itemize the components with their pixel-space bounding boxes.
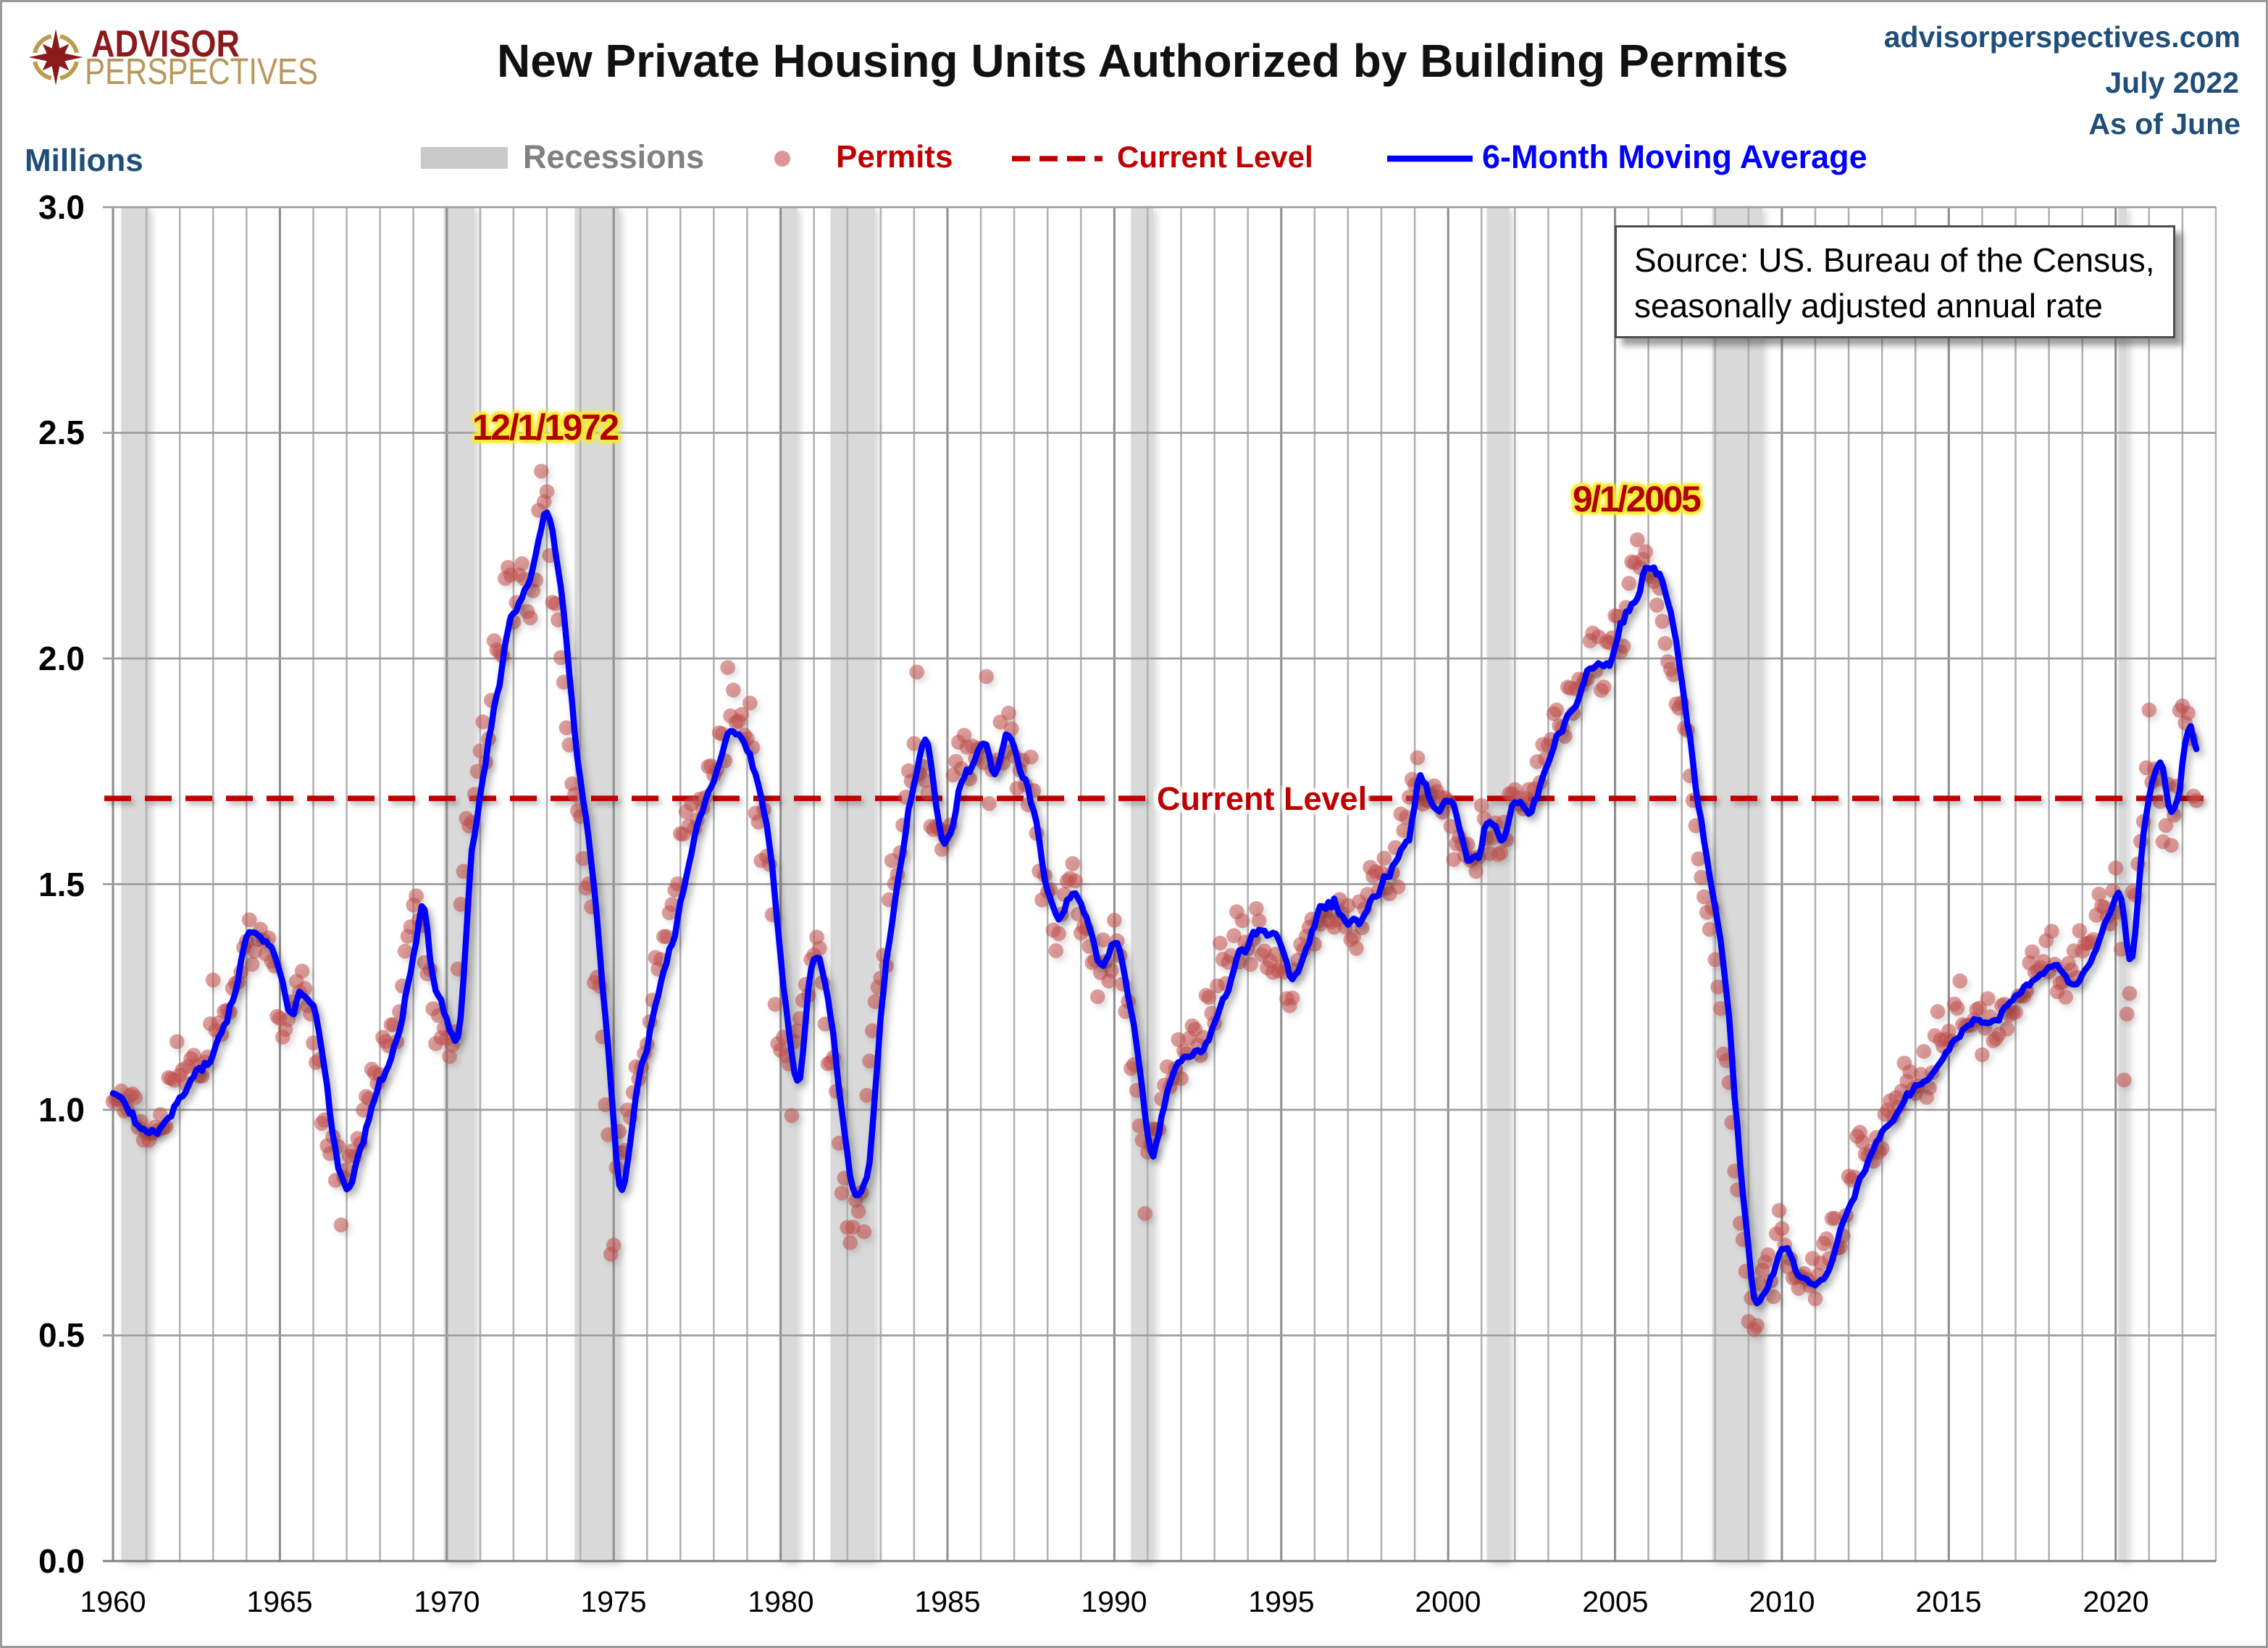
svg-text:PERSPECTIVES: PERSPECTIVES: [85, 51, 318, 92]
svg-text:ADVISOR: ADVISOR: [91, 23, 240, 65]
